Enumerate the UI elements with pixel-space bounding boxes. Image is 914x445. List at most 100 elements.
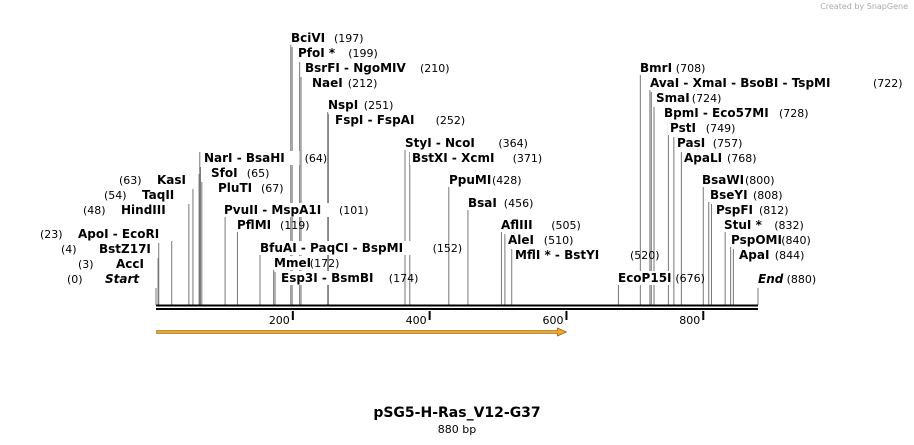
- site-label-esp3i[interactable]: Esp3I - BsmBI: [281, 271, 373, 285]
- site-label-fspi[interactable]: FspI - FspAI: [335, 113, 414, 127]
- site-label-bseyi[interactable]: BseYI: [710, 188, 748, 202]
- sequence-name: pSG5-H-Ras_V12-G37: [373, 405, 541, 421]
- site-label-bg-bsai: [466, 196, 499, 210]
- site-label-bstxi[interactable]: BstXI - XcmI: [412, 151, 494, 165]
- site-label-kasi[interactable]: KasI: [157, 173, 186, 187]
- site-label-avai[interactable]: AvaI - XmaI - BsoBI - TspMI: [650, 76, 830, 90]
- site-label-end[interactable]: End: [758, 272, 784, 286]
- site-label-bg-bsrfi: [303, 61, 415, 75]
- site-label-bg-ecop15i: [616, 271, 671, 285]
- site-label-stui[interactable]: StuI *: [724, 218, 763, 232]
- site-label-bg-bfuai: [258, 241, 428, 255]
- site-label-pspfi[interactable]: PspFI: [716, 203, 753, 217]
- snapgene-watermark: Created by SnapGene: [820, 2, 908, 11]
- site-position-ecop15i: (676): [675, 272, 705, 285]
- site-position-pflmi: (119): [280, 219, 310, 232]
- site-position-bseyi: (808): [753, 189, 783, 202]
- site-label-apali[interactable]: ApaLI: [684, 151, 722, 165]
- site-label-bg-bmri: [638, 61, 671, 75]
- site-label-pflmi[interactable]: PflMI: [237, 218, 271, 232]
- site-position-styi: (364): [498, 137, 528, 150]
- site-label-bstz17i[interactable]: BstZ17I: [99, 242, 151, 256]
- site-label-bg-afliii: [499, 218, 547, 232]
- site-label-psti[interactable]: PstI: [670, 121, 696, 135]
- site-position-bcivi: (197): [334, 32, 364, 45]
- site-position-pspomi: (840): [781, 234, 811, 247]
- site-label-mmei[interactable]: MmeI: [274, 256, 311, 270]
- site-label-bpmi[interactable]: BpmI - Eco57MI: [664, 106, 769, 120]
- site-label-bg-bstz17i: [97, 242, 152, 256]
- site-label-naei[interactable]: NaeI: [312, 76, 343, 90]
- site-label-bmri[interactable]: BmrI: [640, 61, 672, 75]
- site-label-afliii[interactable]: AflIII: [501, 218, 533, 232]
- site-position-taqii: (54): [104, 189, 127, 202]
- site-label-sfoi[interactable]: SfoI: [211, 166, 238, 180]
- site-position-mfli: (520): [630, 249, 660, 262]
- site-position-mmei: (172): [310, 257, 340, 270]
- site-label-pspomi[interactable]: PspOMI: [731, 233, 782, 247]
- site-label-apoi[interactable]: ApoI - EcoRI: [78, 227, 159, 241]
- site-label-mfli[interactable]: MflI * - BstYI: [515, 248, 599, 262]
- site-position-apoi: (23): [40, 228, 63, 241]
- site-position-bmri: (708): [676, 62, 706, 75]
- site-label-ppumi[interactable]: PpuMI: [449, 173, 491, 187]
- site-label-bfuai[interactable]: BfuAI - PaqCI - BspMI: [260, 241, 403, 255]
- site-label-nari[interactable]: NarI - BsaHI: [204, 151, 285, 165]
- site-label-bg-mmei: [272, 256, 305, 270]
- feature-orf-arrow: [156, 327, 568, 337]
- ruler-label-600: 600: [542, 314, 563, 327]
- site-position-pluti: (67): [261, 182, 284, 195]
- site-label-bsawi[interactable]: BsaWI: [702, 173, 744, 187]
- site-label-bg-pluti: [216, 181, 256, 195]
- site-label-apai[interactable]: ApaI: [739, 248, 769, 262]
- site-label-alei[interactable]: AleI: [508, 233, 534, 247]
- site-position-bstz17i: (4): [61, 243, 77, 256]
- site-label-bg-nspi: [326, 98, 359, 112]
- site-position-kasi: (63): [119, 174, 142, 187]
- site-label-pasi[interactable]: PasI: [677, 136, 705, 150]
- site-label-bg-smai: [654, 91, 687, 105]
- site-label-styi[interactable]: StyI - NcoI: [405, 136, 475, 150]
- site-label-pvuii[interactable]: PvuII - MspA1I: [224, 203, 321, 217]
- site-label-hindiii[interactable]: HindIII: [121, 203, 166, 217]
- site-label-bg-psti: [668, 121, 701, 135]
- site-label-bg-bstxi: [410, 151, 508, 165]
- sequence-length: 880 bp: [437, 423, 477, 436]
- site-position-nari: (64): [305, 152, 328, 165]
- ruler-label-200: 200: [269, 314, 290, 327]
- site-label-bsrfi[interactable]: BsrFI - NgoMIV: [305, 61, 406, 75]
- site-label-bg-mfli: [513, 248, 625, 262]
- site-label-bg-bseyi: [708, 188, 748, 202]
- site-label-pluti[interactable]: PluTI: [218, 181, 252, 195]
- site-label-bg-kasi: [155, 173, 188, 187]
- site-label-nspi[interactable]: NspI: [328, 98, 358, 112]
- site-label-bg-alei: [506, 233, 539, 247]
- site-label-bg-bpmi: [662, 106, 774, 120]
- site-label-start[interactable]: Start: [105, 272, 140, 286]
- site-label-ecop15i[interactable]: EcoP15I: [618, 271, 672, 285]
- site-position-bsrfi: (210): [420, 62, 450, 75]
- site-label-acci[interactable]: AccI: [116, 257, 144, 271]
- site-label-bsai[interactable]: BsaI: [468, 196, 497, 210]
- site-label-bg-acci: [114, 257, 147, 271]
- site-label-taqii[interactable]: TaqII: [142, 188, 174, 202]
- site-label-bg-pspomi: [729, 233, 777, 247]
- site-label-bg-styi: [403, 136, 494, 150]
- site-label-bcivi[interactable]: BciVI: [291, 31, 325, 45]
- site-position-bfuai: (152): [433, 242, 463, 255]
- site-label-bg-sfoi: [209, 166, 242, 180]
- site-label-bg-taqii: [140, 188, 180, 202]
- site-position-afliii: (505): [551, 219, 581, 232]
- site-label-pfoi[interactable]: PfoI *: [298, 46, 336, 60]
- site-label-bg-pfoi: [296, 46, 344, 60]
- site-label-smai[interactable]: SmaI: [656, 91, 690, 105]
- site-label-bg-nari: [202, 151, 300, 165]
- site-position-pspfi: (812): [759, 204, 789, 217]
- site-position-bsawi: (800): [745, 174, 775, 187]
- site-label-bg-apoi: [76, 227, 174, 241]
- ruler-label-400: 400: [406, 314, 427, 327]
- site-position-acci: (3): [78, 258, 94, 271]
- site-label-bg-end: [756, 272, 782, 286]
- site-label-bg-bcivi: [289, 31, 329, 45]
- site-position-hindiii: (48): [83, 204, 106, 217]
